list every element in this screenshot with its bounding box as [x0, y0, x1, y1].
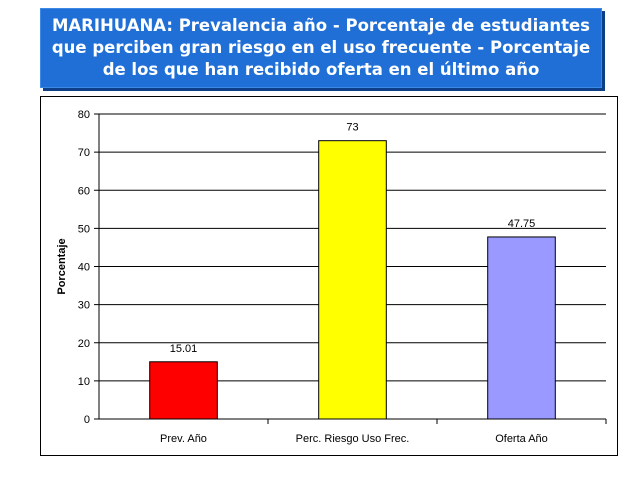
x-tick-label: Oferta Año [495, 433, 548, 445]
y-tick-label: 20 [78, 338, 90, 350]
y-tick-label: 80 [78, 109, 90, 121]
chart-frame: 0 10 20 30 40 50 60 70 80 Porcentaje Prev. Año Perc… [40, 96, 618, 456]
bar-chart: 0 10 20 30 40 50 60 70 80 Porcentaje Prev. Año Perc… [56, 109, 607, 445]
y-tick-label: 30 [78, 300, 90, 312]
x-tick-label: Perc. Riesgo Uso Frec. [296, 433, 410, 445]
y-tick-label: 60 [78, 185, 90, 197]
chart-title: MARIHUANA: Prevalencia año - Porcentaje … [51, 16, 591, 79]
title-banner: MARIHUANA: Prevalencia año - Porcentaje … [40, 8, 602, 88]
y-axis-title: Porcentaje [56, 238, 68, 294]
data-label: 15.01 [170, 343, 198, 355]
y-tick-label: 0 [84, 414, 90, 426]
data-label: 47.75 [508, 218, 536, 230]
bar-1 [149, 361, 218, 420]
bars-layer [149, 140, 556, 420]
bar-3 [487, 236, 556, 420]
axis-layer: 0 10 20 30 40 50 60 70 80 Porcentaje Prev. Año Perc… [56, 109, 607, 445]
y-tick-label: 70 [78, 147, 90, 159]
labels-layer: 15.01 73 47.75 [170, 122, 536, 355]
x-tick-label: Prev. Año [160, 433, 207, 445]
bar-2 [318, 140, 387, 420]
y-tick-label: 40 [78, 262, 90, 274]
data-label: 73 [346, 122, 358, 134]
y-tick-label: 50 [78, 223, 90, 235]
y-tick-label: 10 [78, 376, 90, 388]
